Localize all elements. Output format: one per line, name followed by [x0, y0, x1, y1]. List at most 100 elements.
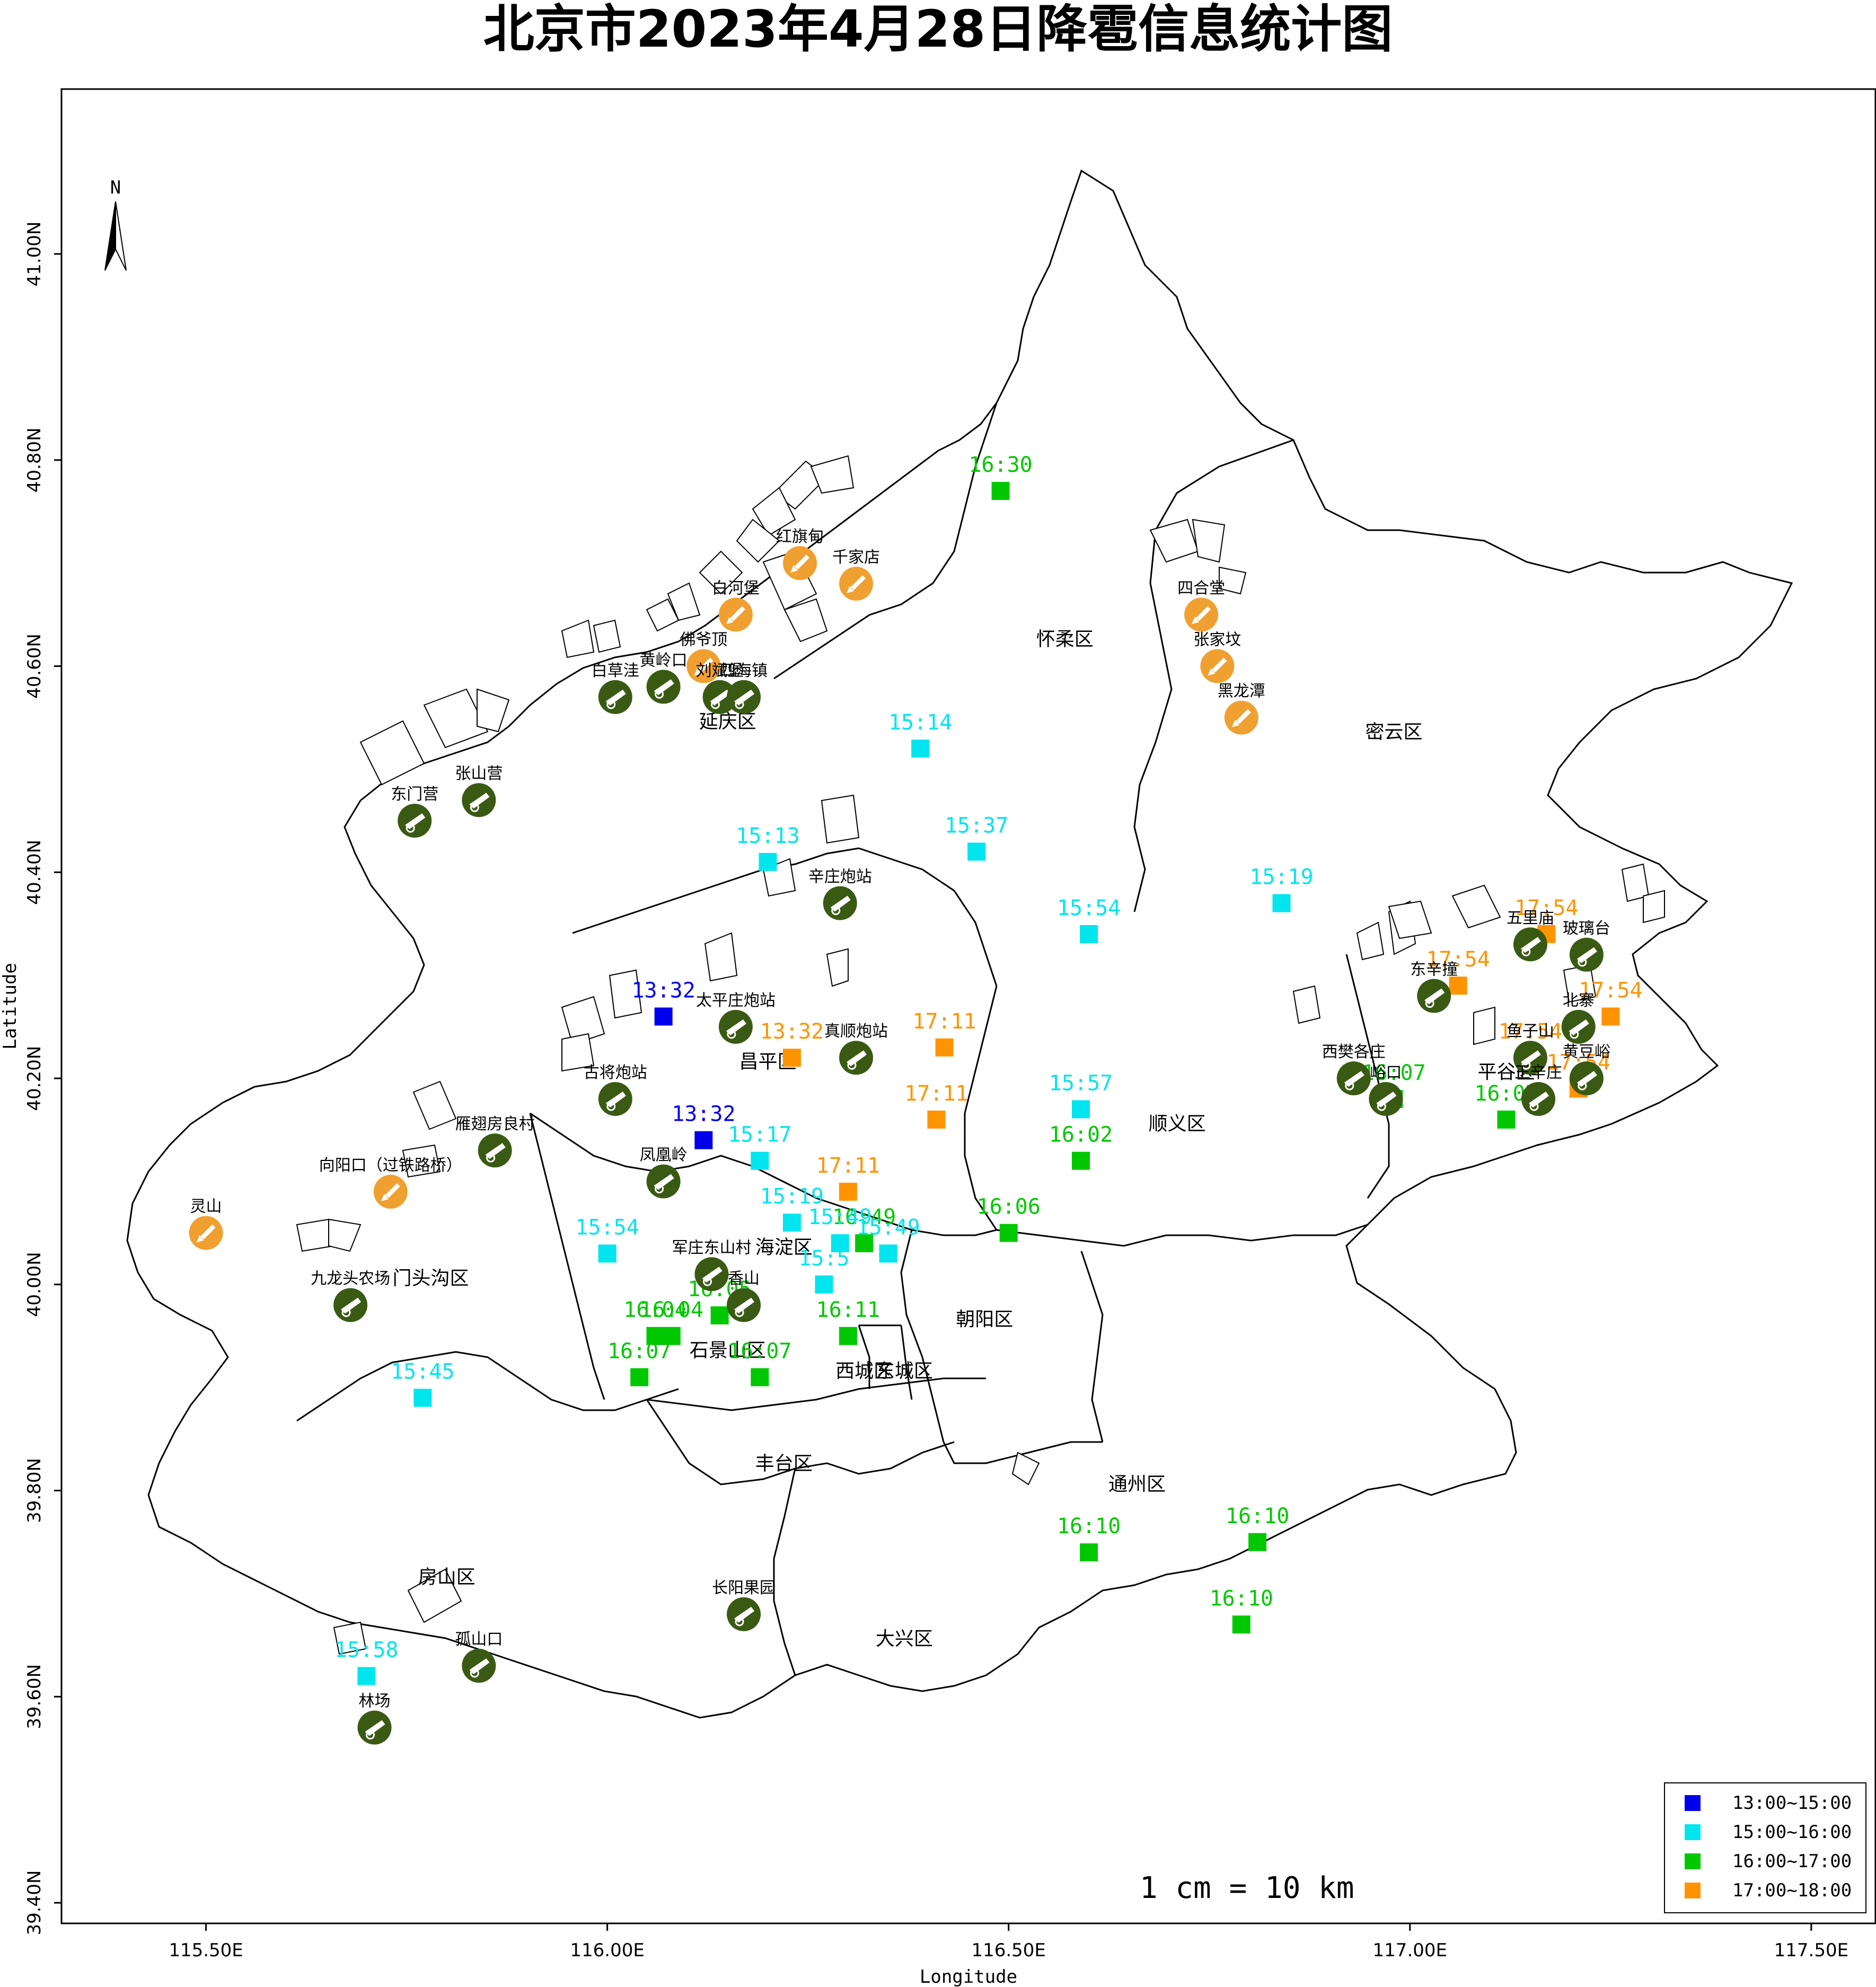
station-label: 九龙头农场 — [311, 1270, 390, 1288]
legend-swatch — [1685, 1853, 1701, 1869]
cannon-wheel — [1578, 957, 1587, 967]
sector-wedge — [783, 598, 828, 643]
hail-report-marker — [759, 852, 777, 871]
rocket-glyph — [726, 606, 745, 625]
sector-wedge — [810, 455, 855, 494]
district-label: 朝阳区 — [956, 1309, 1013, 1331]
hail-report-time: 16:07 — [728, 1339, 791, 1364]
sector-wedge — [412, 1080, 457, 1130]
hail-report-marker — [782, 1049, 801, 1067]
cannon-wheel — [366, 1730, 375, 1740]
cannon-wheel — [702, 1277, 712, 1286]
hail-report-time: 15:49 — [856, 1216, 920, 1240]
cannon-wheel — [727, 1030, 736, 1039]
hail-report-marker — [413, 1388, 432, 1407]
station-label: 东辛撞 — [1410, 961, 1458, 979]
rocket-glyph — [1231, 709, 1251, 727]
sector-wedge — [704, 932, 738, 982]
hail-report-marker — [1497, 1110, 1516, 1129]
hail-report-marker — [1080, 925, 1098, 943]
station-label: 太平庄炮站 — [696, 991, 776, 1010]
cannon-station-icon — [646, 1164, 681, 1199]
hail-report-time: 17:54 — [1426, 947, 1490, 972]
sector-wedge — [667, 582, 701, 621]
cannon-station-icon — [727, 1288, 761, 1322]
district-line-daxing — [773, 1468, 796, 1676]
legend-label: 13:00~15:00 — [1732, 1792, 1852, 1814]
cannon-wheel — [735, 700, 744, 709]
sector-wedge — [333, 1621, 367, 1655]
y-tick-label: 39.40N — [24, 1870, 45, 1936]
cannon-wheel — [1377, 1102, 1386, 1111]
cannon-station-icon — [1521, 1082, 1556, 1116]
hail-report-time: 17:11 — [912, 1009, 976, 1034]
rocket-station-icon — [1184, 597, 1219, 632]
hail-report-time: 17:11 — [816, 1154, 880, 1178]
district-line-fengtai-north — [646, 1377, 986, 1411]
district-line-tongzhou — [1080, 1251, 1104, 1443]
sector-wedge — [561, 619, 595, 658]
hail-report-marker — [1080, 1543, 1098, 1562]
district-label: 通州区 — [1108, 1474, 1166, 1496]
district-line-haidian-mentougou — [529, 1113, 605, 1400]
hail-report-marker — [1071, 1100, 1090, 1119]
district-label: 门头沟区 — [393, 1268, 469, 1289]
rocket-station-icon — [718, 597, 753, 632]
rocket-glyph — [1192, 606, 1211, 625]
map-title: 北京市2023年4月28日降雹信息统计图 — [483, 0, 1393, 59]
district-line-huairou-miyun — [1133, 439, 1294, 912]
station-label: 佛爷顶 — [680, 631, 727, 649]
hail-report-time: 17:54 — [1579, 978, 1642, 1003]
north-arrow-icon: N — [104, 177, 127, 271]
hail-report-time: 16:10 — [1210, 1586, 1273, 1611]
axes: 115.50E 116.00E 116.50E 117.00E 117.50E 39.40… — [0, 222, 1848, 1987]
district-label: 大兴区 — [876, 1628, 933, 1650]
station-label: 香山 — [728, 1270, 760, 1288]
hail-report-marker — [1071, 1151, 1090, 1170]
sector-wedge — [1356, 921, 1385, 961]
cannon-station-icon — [1561, 1009, 1596, 1044]
district-line-changping-north — [572, 847, 998, 987]
rocket-station-icon — [189, 1216, 223, 1250]
district-label: 石景山区 — [690, 1340, 766, 1361]
cannon-station-icon — [823, 886, 857, 920]
hail-report-time: 15:19 — [760, 1184, 824, 1209]
district-label: 西城区 — [835, 1360, 893, 1382]
station-label: 玻璃台 — [1563, 919, 1610, 938]
station-label: 向阳口（过铁路桥） — [319, 1156, 462, 1175]
hail-report-time: 15:13 — [736, 824, 799, 848]
rocket-station-icon — [839, 567, 874, 601]
north-arrow-shape — [104, 201, 116, 271]
station-label: 峪口 — [1370, 1063, 1402, 1082]
y-axis-title: Latitude — [0, 963, 21, 1050]
legend-swatch — [1685, 1883, 1701, 1898]
hail-report-marker — [710, 1306, 729, 1325]
hail-report-marker — [991, 482, 1010, 500]
hail-report-time: 16:30 — [968, 453, 1032, 477]
hail-report-time: 16:10 — [1057, 1514, 1121, 1538]
station-label: 东门营 — [391, 785, 438, 804]
station-label: 辛庄炮站 — [808, 868, 872, 886]
rocket-glyph — [381, 1183, 400, 1201]
hail-report-marker — [879, 1244, 897, 1263]
hail-report-time: 13:32 — [672, 1102, 735, 1127]
sector-wedge — [561, 996, 605, 1045]
cannon-wheel — [711, 700, 720, 709]
hail-report-time: 16:49 — [832, 1205, 896, 1229]
hail-report-time: 16:04 — [623, 1298, 687, 1322]
station-label: 白草洼 — [592, 662, 639, 680]
legend-label: 16:00~17:00 — [1732, 1851, 1852, 1872]
cannon-station-icon — [1336, 1061, 1371, 1096]
hail-report-time: 15:37 — [945, 813, 1008, 838]
cannon-station-icon — [1569, 1061, 1604, 1096]
station-label: 黄豆峪 — [1563, 1043, 1610, 1061]
station-label: 雁翅房良村 — [455, 1115, 535, 1133]
hail-report-marker — [1601, 1007, 1620, 1026]
legend-items: 13:00~15:00 15:00~16:00 16:00~17:00 17:00~1… — [1685, 1792, 1852, 1901]
hail-report-time: 15:49 — [808, 1205, 872, 1229]
hail-report-marker — [831, 1234, 849, 1253]
sector-wedge — [1451, 884, 1501, 929]
sector-wedge — [826, 948, 849, 987]
district-label: 丰台区 — [755, 1453, 813, 1475]
